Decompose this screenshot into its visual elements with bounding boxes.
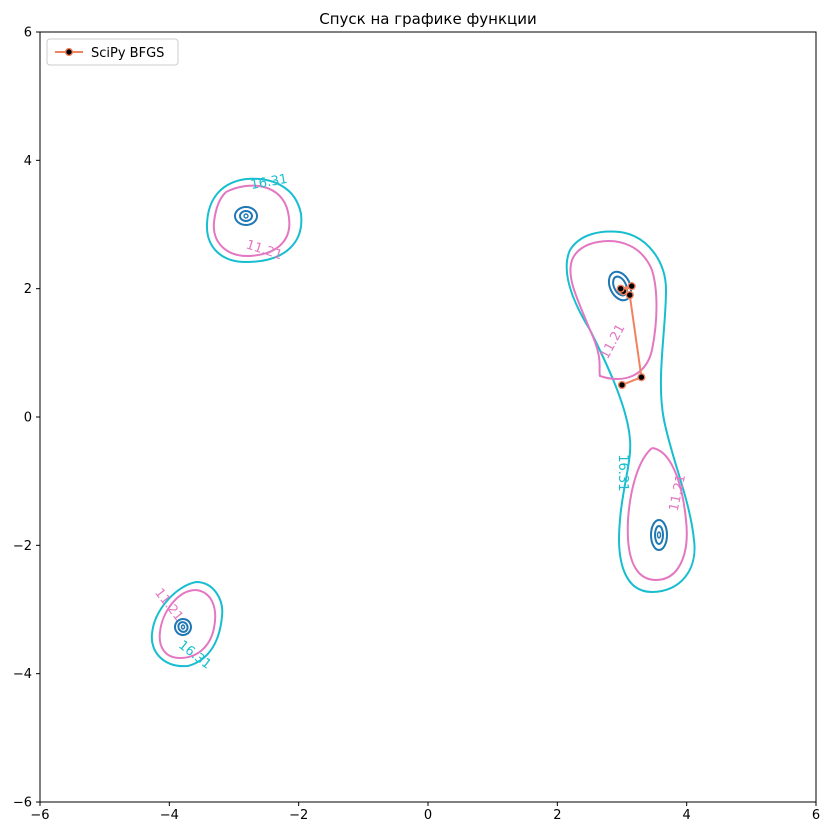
x-tick-label: −6 [30,808,49,823]
bfgs-path-layer [616,282,646,390]
x-axis: −6 −4 −2 0 2 4 6 [30,802,820,823]
contour-layer [150,177,696,668]
minimum-contour-ring [180,624,186,630]
contour-level-label: 16.31 [615,454,630,491]
legend-label: SciPy BFGS [91,46,164,61]
y-tick-label: 2 [24,282,32,297]
minimum-contour-ring [234,206,258,226]
x-tick-label: 2 [553,808,561,823]
series-point [617,380,627,390]
contour-level-label: 11.21 [667,473,689,513]
minimum-contour-ring [239,210,253,222]
legend-box [46,38,179,66]
y-tick-label: 6 [24,26,32,41]
series-point [627,282,636,291]
x-tick-label: 6 [812,808,820,823]
x-tick-label: 4 [683,808,691,823]
y-tick-label: −4 [13,667,32,682]
contour-level-label: 16.31 [249,172,288,193]
series-point [616,284,625,293]
minimum-contour-ring [243,213,249,219]
x-tick-label: −2 [289,808,308,823]
contour-line-16-31 [205,177,303,264]
minimum-contour-ring [607,270,633,302]
y-tick-label: 0 [24,411,32,426]
y-tick-label: −6 [13,796,32,811]
y-tick-label: 4 [24,154,32,169]
x-tick-label: −4 [160,808,179,823]
legend-marker-sample [64,47,74,57]
chart-title: Спуск на графике функции [319,10,537,28]
contour-line-11-21 [212,184,291,258]
x-tick-label: 0 [424,808,432,823]
series-point [637,373,646,382]
plot-frame [39,31,817,803]
contour-line-11-21 [158,589,217,660]
contour-level-label: 11.21 [598,322,629,362]
minimum-contour-ring [177,621,189,633]
minimum-contour-ring [656,531,662,539]
contour-line-16-31 [150,581,224,668]
minimum-contour-ring [654,525,664,545]
legend: SciPy BFGS [46,38,179,66]
minimum-contour-ring [650,519,668,551]
contour-line-11-21 [626,447,688,582]
series-point [625,290,634,300]
minimum-contour-ring [174,618,192,636]
contour-line-16-31 [565,230,696,594]
y-tick-label: −2 [13,539,32,554]
contour-line-11-21 [569,240,658,380]
y-axis: −6 −4 −2 0 2 4 6 [13,26,40,811]
